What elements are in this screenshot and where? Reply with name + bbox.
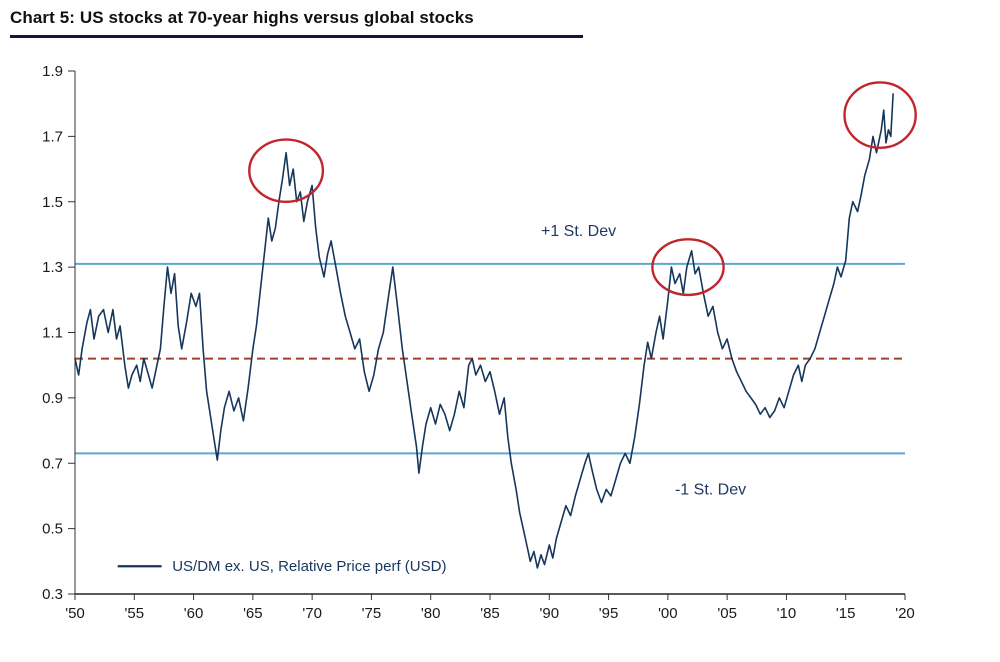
chart-header: Chart 5: US stocks at 70-year highs vers… [0, 0, 1000, 38]
chart-canvas: +1 St. Dev -1 St. Dev 1.9 1.7 1.5 1.3 1.1 0.9 0.… [42, 63, 917, 622]
minus-1-stdev-label: -1 St. Dev [675, 481, 746, 498]
plus-1-stdev-label: +1 St. Dev [541, 223, 616, 240]
legend-label: US/DM ex. US, Relative Price perf (USD) [172, 558, 446, 575]
x-axis-label: '75 [362, 605, 382, 622]
y-axis-label: 1.7 [42, 128, 63, 145]
x-axis-label: '05 [717, 605, 737, 622]
highlight-ellipse [248, 138, 325, 203]
y-axis-label: 1.3 [42, 259, 63, 276]
x-axis-label: '85 [480, 605, 500, 622]
x-axis-label: '60 [184, 605, 204, 622]
y-axis-label: 0.3 [42, 586, 63, 603]
x-axis-label: '10 [777, 605, 797, 622]
x-axis-label: '90 [540, 605, 560, 622]
x-axis-label: '80 [421, 605, 441, 622]
y-axis-label: 0.9 [42, 390, 63, 407]
x-axis-label: '15 [836, 605, 856, 622]
title-underline [10, 35, 583, 38]
highlight-ellipse [843, 81, 917, 149]
y-axis-label: 0.7 [42, 455, 63, 472]
series-line [74, 93, 894, 569]
highlight-ellipse [651, 238, 725, 297]
x-axis-label: '50 [65, 605, 85, 622]
y-axis-label: 1.1 [42, 325, 63, 342]
y-axis-label: 1.5 [42, 194, 63, 211]
x-axis-label: '55 [125, 605, 145, 622]
x-axis-label: '70 [302, 605, 322, 622]
y-axis-label: 0.5 [42, 521, 63, 538]
y-axis-label: 1.9 [42, 63, 63, 80]
x-axis-label: '20 [895, 605, 915, 622]
x-axis-label: '95 [599, 605, 619, 622]
chart-title: Chart 5: US stocks at 70-year highs vers… [10, 8, 474, 27]
x-axis-label: '00 [658, 605, 678, 622]
x-axis-label: '65 [243, 605, 263, 622]
